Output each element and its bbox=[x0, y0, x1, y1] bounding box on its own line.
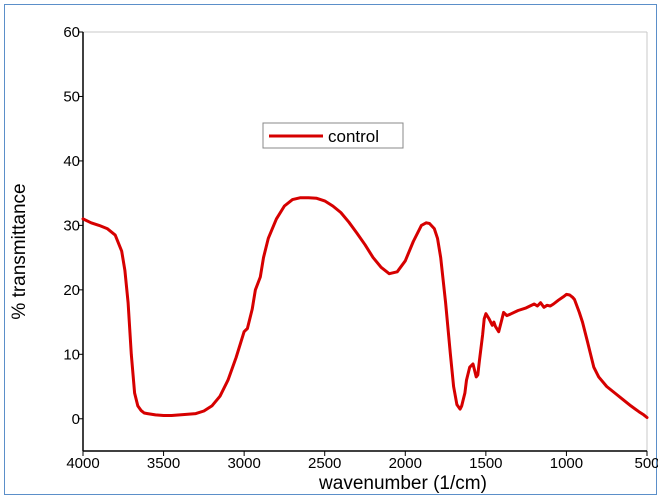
y-tick-label: 10 bbox=[63, 346, 80, 363]
x-axis-title: wavenumber (1/cm) bbox=[318, 473, 487, 494]
x-tick-label: 1000 bbox=[550, 455, 583, 472]
x-tick-label: 3000 bbox=[227, 455, 260, 472]
y-tick-label: 0 bbox=[72, 411, 80, 428]
legend: control bbox=[262, 122, 404, 149]
legend-label-control: control bbox=[328, 127, 379, 146]
y-tick-label: 20 bbox=[63, 282, 80, 299]
y-tick-label: 50 bbox=[63, 88, 80, 105]
transmittance-chart: 0 10 20 30 40 50 60 4000 3500 3000 2500 2000 1500 100… bbox=[9, 24, 658, 494]
y-tick-label: 40 bbox=[63, 153, 80, 170]
x-tick-label: 2000 bbox=[389, 455, 422, 472]
x-tick-label: 1500 bbox=[469, 455, 502, 472]
y-tick-label: 30 bbox=[63, 217, 80, 234]
x-tick-label: 3500 bbox=[147, 455, 180, 472]
y-axis-title: % transmittance bbox=[9, 183, 30, 319]
axes bbox=[82, 31, 648, 452]
x-tick-label: 4000 bbox=[66, 455, 99, 472]
series-line-control bbox=[81, 196, 649, 419]
ticks: 0 10 20 30 40 50 60 4000 3500 3000 2500 2000 1500 100… bbox=[63, 24, 658, 472]
y-tick-label: 60 bbox=[63, 24, 80, 41]
x-tick-label: 500 bbox=[634, 455, 658, 472]
chart-frame: 0 10 20 30 40 50 60 4000 3500 3000 2500 2000 1500 100… bbox=[4, 4, 658, 495]
x-tick-label: 2500 bbox=[308, 455, 341, 472]
